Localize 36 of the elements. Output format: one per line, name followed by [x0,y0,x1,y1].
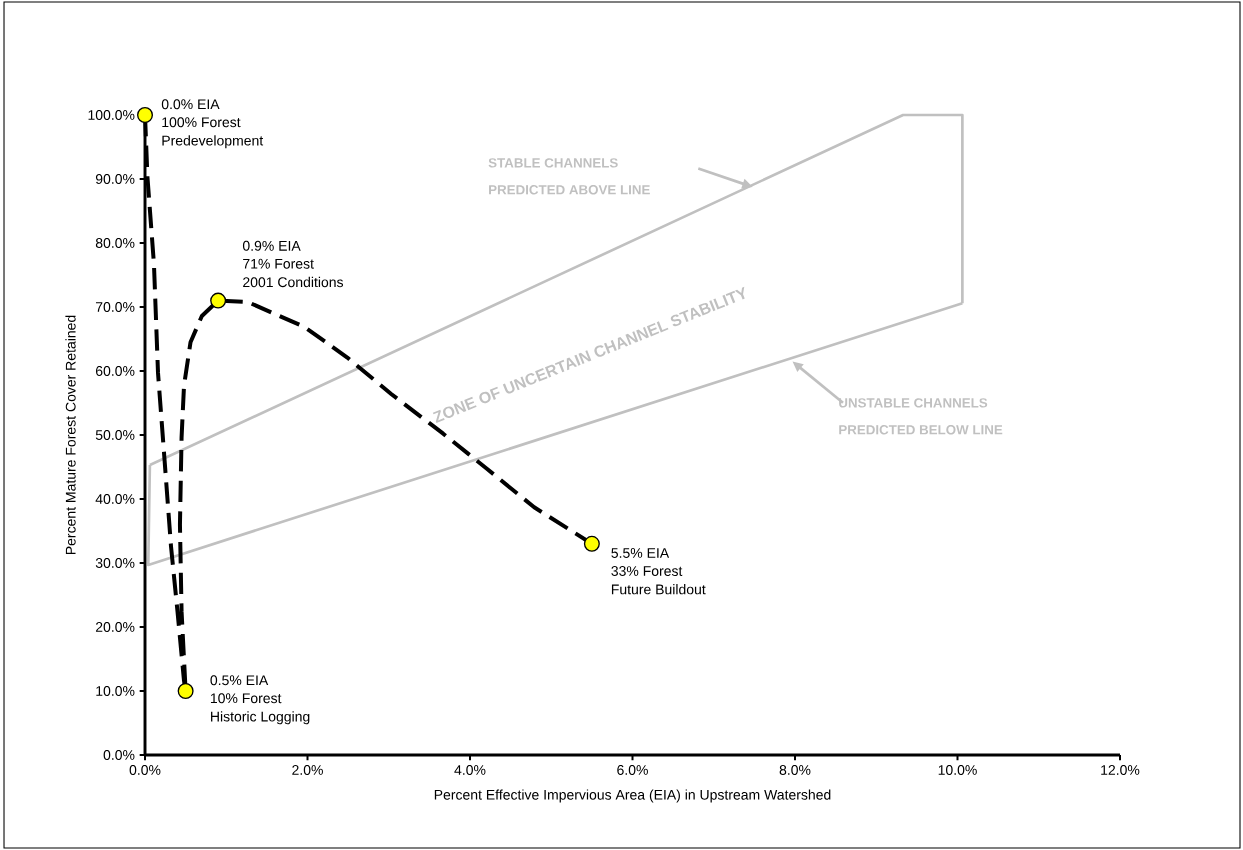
annotation: 5.5% EIA [611,548,670,558]
annotation: Predevelopment [162,135,264,149]
x-tick-label: 0.0% [129,765,161,775]
x-tick-label: 12.0% [1101,765,1140,775]
y-axis-title: Percent Mature Forest Cover Retained [65,315,76,555]
annotation: Historic Logging [211,711,310,725]
y-tick-label: 50.0% [95,430,135,440]
y-tick-label: 20.0% [95,622,135,632]
y-tick-label: 100.0% [88,110,135,120]
y-tick-label: 70.0% [95,302,135,312]
annotation: 0.9% EIA [242,240,301,251]
annotation: Future Buildout [611,584,706,595]
x-tick-label: 6.0% [617,765,648,775]
y-tick-label: 30.0% [95,558,135,568]
text: 0.0% EIA [161,99,220,110]
annotation: UNSTABLE CHANNELS [839,398,988,408]
y-tick-label: 90.0% [95,174,135,184]
x-tick-label: 8.0% [779,765,811,775]
annotation: STABLE CHANNELS [488,158,618,168]
y-tick-label: 60.0% [95,366,135,376]
annotation: PREDICTED ABOVE LINE [489,185,650,195]
annotation: 33% Forest [611,566,683,576]
annotation: PREDICTED BELOW LINE [839,425,1003,435]
x-axis-title: Percent Effective Impervious Area (EIA) in Upstream Watershed [434,789,831,803]
annotation: 2001 Conditions [243,276,344,288]
y-tick-label: 40.0% [95,494,135,504]
annotation: 71% Forest [243,258,314,269]
x-tick-label: 2.0% [292,765,323,775]
annotation: 10% Forest [210,693,282,704]
y-tick-label: 10.0% [96,686,135,696]
y-tick-label: 80.0% [95,238,135,248]
x-tick-label: 4.0% [454,765,486,775]
annotation: 0.5% EIA [210,675,269,686]
annotation: 100% Forest [162,117,241,128]
y-tick-label: 0.0% [103,750,135,760]
x-tick-label: 10.0% [938,765,977,775]
